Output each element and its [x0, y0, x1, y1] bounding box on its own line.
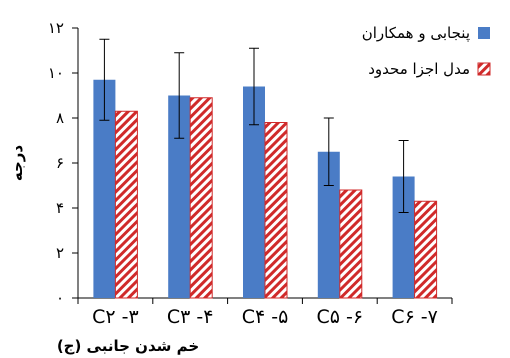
y-tick-label: ۱۲ [48, 19, 64, 37]
x-tick-label: C۵ -۶ [317, 306, 364, 328]
y-tick-label: ۴ [56, 199, 64, 217]
x-tick-label: C۶ -۷ [391, 306, 438, 328]
y-tick-label: ۲ [56, 244, 64, 262]
x-tick-label: C۳ -۴ [167, 306, 214, 328]
legend-label: مدل اجزا محدود [368, 60, 470, 78]
legend-swatch [477, 62, 491, 76]
bar-fem [339, 189, 363, 299]
bar-reference [243, 86, 265, 298]
x-tick-label: C۲ -۳ [92, 306, 139, 328]
bar-fem [264, 122, 288, 299]
legend-swatch [478, 27, 490, 39]
bar-reference [392, 176, 415, 298]
labels: ۰ ۲ ۴ ۶ ۸ ۱۰ ۱۲ C۲ -۳ C۳ -۴ C۴ -۵ C۵ -۶ C۶ -۷ خم شدن… [8, 19, 438, 355]
bar-fem [414, 200, 438, 299]
x-tick-label: C۴ -۵ [242, 306, 289, 328]
bars [93, 38, 438, 299]
legend-label: پنجابی و همکاران [362, 24, 470, 43]
bar-fem [189, 97, 213, 299]
bar-reference [168, 95, 191, 298]
axes [72, 27, 453, 304]
bar-reference [317, 151, 340, 298]
x-axis-title: خم شدن جانبی (ج) [57, 337, 199, 355]
y-tick-label: ۶ [56, 154, 64, 172]
bar-fem [114, 110, 138, 299]
y-tick-label: ۸ [56, 109, 64, 127]
legend: پنجابی و همکاران مدل اجزا محدود [362, 24, 491, 78]
y-tick-label: ۱۰ [48, 64, 64, 82]
bar-reference [93, 79, 116, 298]
y-axis-title: درجه [8, 145, 26, 182]
y-tick-label: ۰ [56, 289, 64, 307]
